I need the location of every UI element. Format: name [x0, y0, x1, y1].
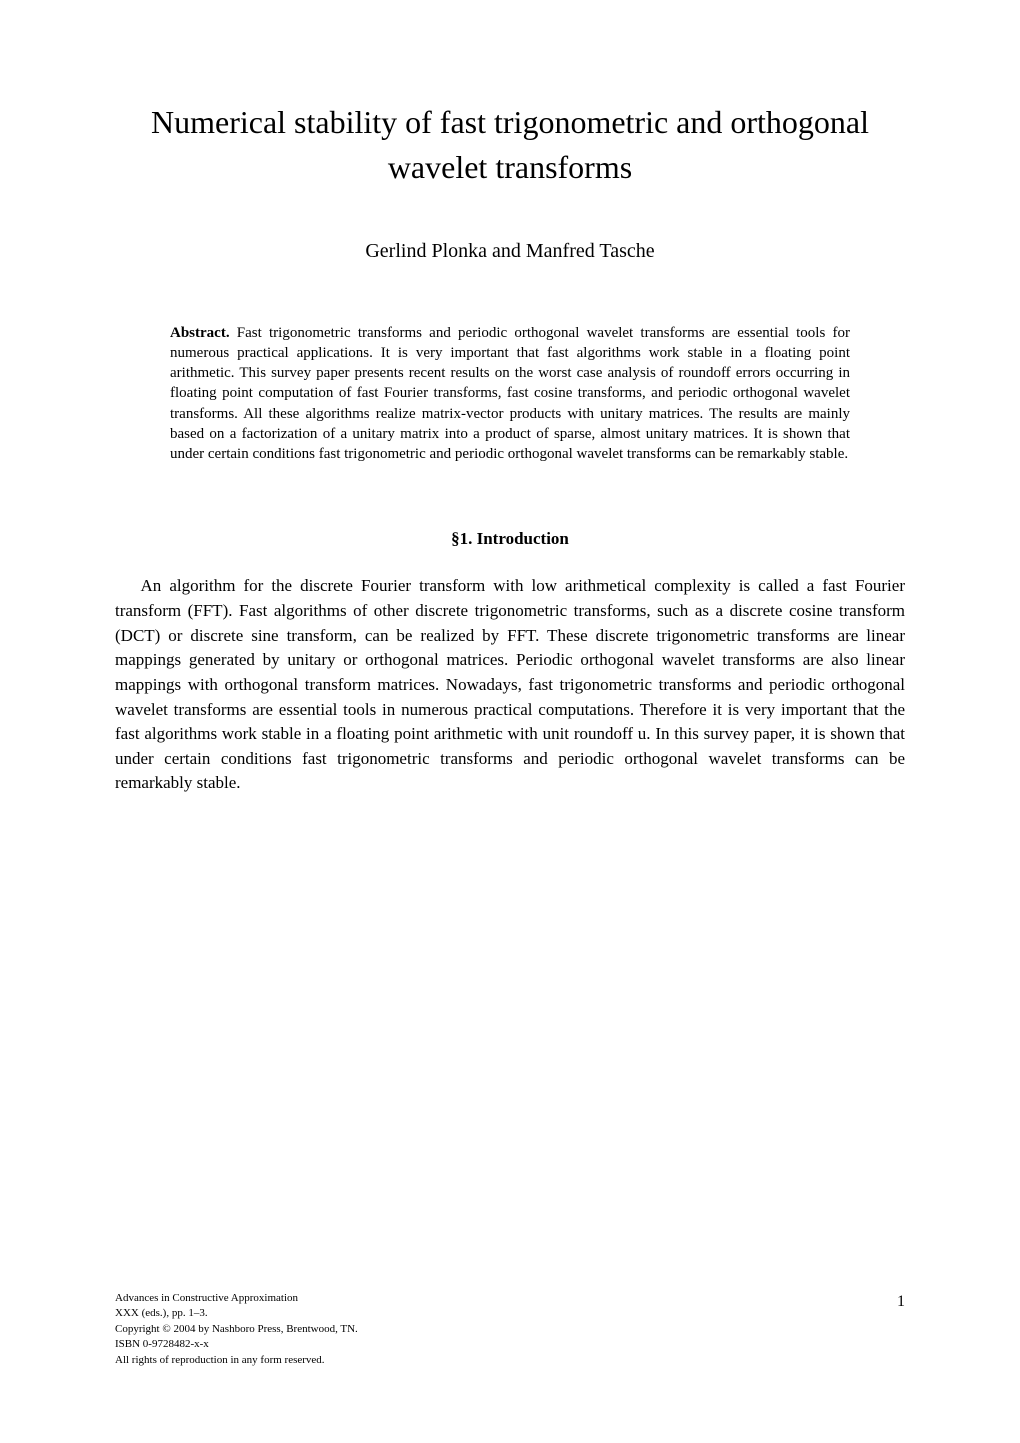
footer-line-2: XXX (eds.), pp. 1–3.: [115, 1306, 905, 1321]
section-heading: §1. Introduction: [115, 529, 905, 549]
abstract-text: Fast trigonometric transforms and period…: [170, 325, 850, 463]
footer-line-5: All rights of reproduction in any form r…: [115, 1353, 905, 1368]
footer-line-1: Advances in Constructive Approximation: [115, 1291, 905, 1306]
abstract-label: Abstract.: [170, 325, 230, 341]
footer-line-3: Copyright © 2004 by Nashboro Press, Bren…: [115, 1322, 905, 1337]
footer-line-4: ISBN 0-9728482-x-x: [115, 1337, 905, 1352]
abstract-block: Abstract. Fast trigonometric transforms …: [170, 323, 850, 465]
paper-title: Numerical stability of fast trigonometri…: [115, 100, 905, 190]
page-number: 1: [897, 1291, 905, 1313]
section-body: An algorithm for the discrete Fourier tr…: [115, 574, 905, 796]
footer-block: 1 Advances in Constructive Approximation…: [115, 1291, 905, 1368]
paper-authors: Gerlind Plonka and Manfred Tasche: [115, 240, 905, 263]
